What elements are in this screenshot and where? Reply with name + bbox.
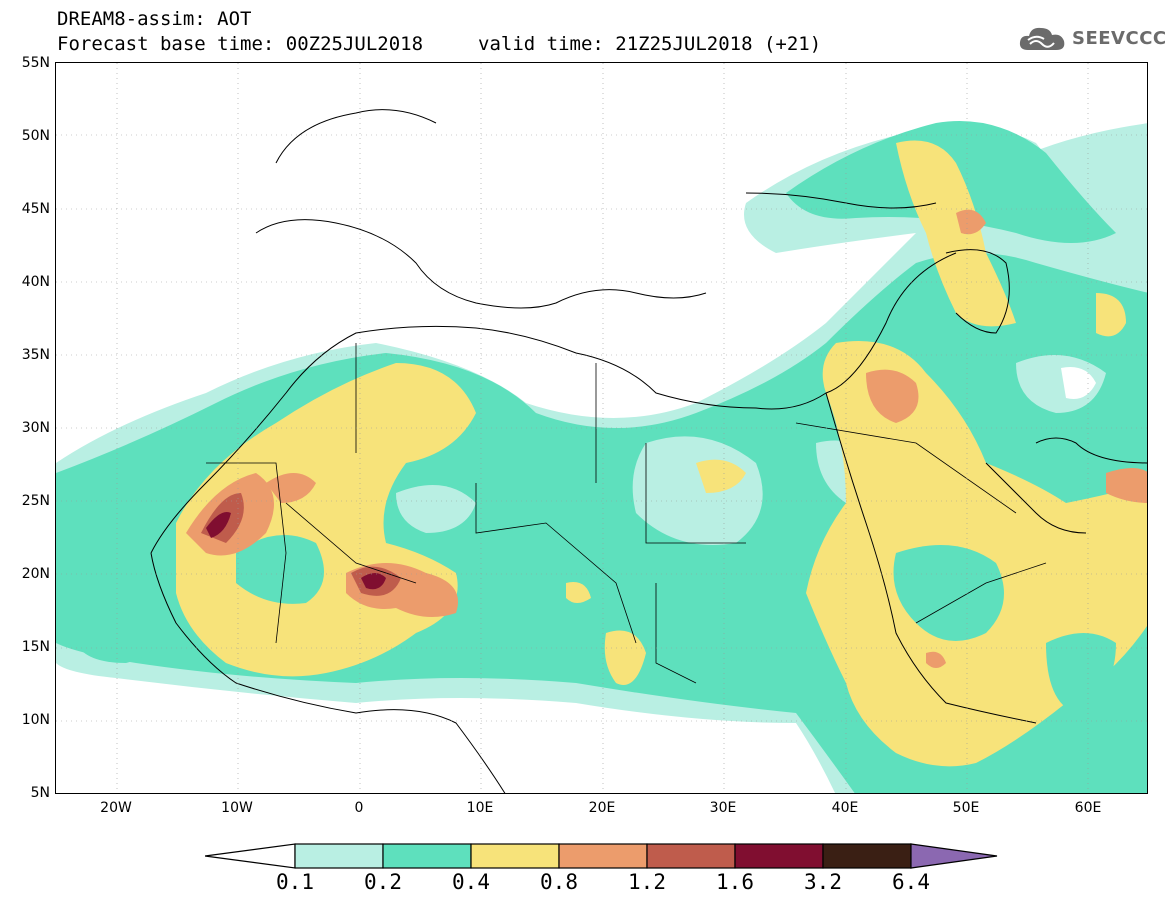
colorbar-bin — [822, 843, 912, 869]
lat-label: 35N — [21, 347, 50, 363]
aot-colorbar — [205, 843, 998, 869]
colorbar-bin — [294, 843, 384, 869]
lon-label: 10W — [221, 800, 253, 816]
aot-band-moderate-pockets — [236, 535, 1116, 713]
colorbar-under-arrow — [205, 843, 296, 869]
colorbar-label: 0.4 — [452, 870, 490, 894]
lon-label: 0 — [354, 800, 364, 816]
lon-label: 20E — [588, 800, 616, 816]
lon-label: 20W — [100, 800, 132, 816]
colorbar-bin — [470, 843, 560, 869]
colorbar-label: 0.1 — [276, 870, 314, 894]
lat-label: 20N — [21, 566, 50, 582]
lon-label: 50E — [952, 800, 980, 816]
colorbar-label: 3.2 — [804, 870, 842, 894]
cloud-icon — [1019, 27, 1065, 50]
colorbar-bin — [382, 843, 472, 869]
lat-label: 50N — [21, 128, 50, 144]
colorbar-label: 1.6 — [716, 870, 754, 894]
valid-time: valid time: 21Z25JUL2018 (+21) — [478, 33, 822, 55]
lat-label: 15N — [21, 639, 50, 655]
country-borders — [206, 343, 1047, 684]
coastlines — [150, 109, 1147, 793]
colorbar-bin — [558, 843, 648, 869]
colorbar-over-arrow — [910, 843, 998, 869]
lat-label: 40N — [21, 274, 50, 290]
logo-text: SEEVCCC — [1072, 27, 1165, 49]
colorbar-label: 6.4 — [892, 870, 930, 894]
lat-label: 45N — [21, 201, 50, 217]
lon-label: 30E — [709, 800, 737, 816]
lon-label: 10E — [466, 800, 494, 816]
lat-label: 5N — [30, 785, 50, 801]
colorbar-label: 0.8 — [540, 870, 578, 894]
gridlines — [56, 63, 1147, 793]
lat-label: 55N — [21, 55, 50, 71]
aot-band-peak — [206, 512, 386, 590]
seevccc-logo: SEEVCCC — [1018, 24, 1165, 52]
aot-map — [55, 62, 1148, 794]
colorbar-bin — [734, 843, 824, 869]
lat-label: 30N — [21, 420, 50, 436]
colorbar-bin — [646, 843, 736, 869]
colorbar-label: 0.2 — [364, 870, 402, 894]
forecast-base-time: Forecast base time: 00Z25JUL2018 — [57, 33, 424, 55]
lon-label: 60E — [1074, 800, 1102, 816]
lat-label: 10N — [21, 712, 50, 728]
lat-label: 25N — [21, 493, 50, 509]
map-title: DREAM8-assim: AOT — [57, 8, 252, 30]
colorbar-label: 1.2 — [628, 870, 666, 894]
lon-label: 40E — [831, 800, 859, 816]
aot-band-very-high — [186, 209, 1147, 668]
